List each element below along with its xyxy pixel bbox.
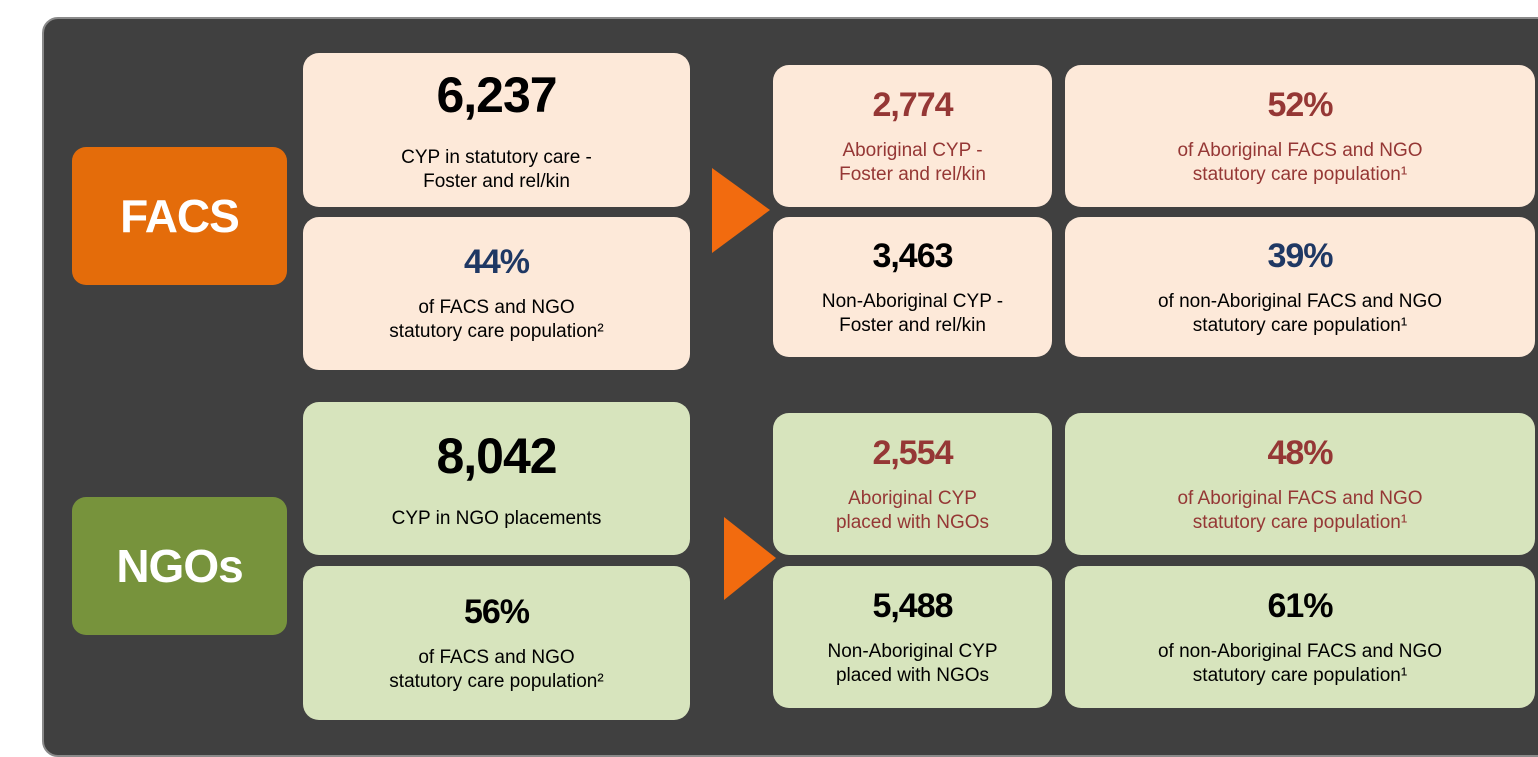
stat-box: 3,463 Non-Aboriginal CYP - Foster and rel/… (773, 217, 1052, 357)
arrow (724, 517, 776, 600)
stat-description: CYP in NGO placements (391, 507, 602, 529)
stat-value: 44% (463, 243, 530, 281)
stat-value: 5,488 (872, 586, 953, 625)
stat-description: of Aboriginal FACS and NGO (1177, 487, 1423, 509)
stat-value: 48% (1267, 433, 1333, 472)
stat-description: Foster and rel/kin (423, 171, 570, 192)
stat-description: statutory care population¹ (1192, 664, 1408, 686)
stat-description: Foster and rel/kin (839, 314, 986, 336)
stat-box: 8,042 CYP in NGO placements (303, 402, 690, 555)
stat-description: placed with NGOs (835, 511, 990, 533)
stat-box: 5,488 Non-Aboriginal CYP placed with NGOs (773, 566, 1052, 708)
stat-description: Aboriginal CYP (848, 487, 977, 509)
stat-box: 39% of non-Aboriginal FACS and NGO statuto… (1065, 217, 1535, 357)
page: (() => { const data = JSON.parse(documen… (42, 17, 1538, 757)
stat-box: 48% of Aboriginal FACS and NGO statutory c… (1065, 413, 1535, 555)
stat-description: of Aboriginal FACS and NGO (1177, 139, 1423, 161)
stat-value: 39% (1267, 236, 1333, 275)
stat-box: 6,237 CYP in statutory care - Foster and r… (303, 53, 690, 207)
stat-description: of non-Aboriginal FACS and NGO (1157, 640, 1443, 662)
stat-description: statutory care population² (389, 321, 604, 342)
stat-value: 61% (1267, 586, 1333, 625)
stat-description: Non-Aboriginal CYP - (821, 290, 1004, 312)
stat-value: 2,554 (872, 433, 953, 472)
stat-description: of FACS and NGO (418, 646, 575, 668)
stat-box: 61% of non-Aboriginal FACS and NGO statuto… (1065, 566, 1535, 708)
stat-box: 2,774 Aboriginal CYP - Foster and rel/kin (773, 65, 1052, 207)
stat-description: placed with NGOs (835, 664, 990, 686)
stat-description: Aboriginal CYP - (842, 139, 983, 161)
arrows (712, 168, 776, 600)
arrow (712, 168, 770, 253)
stat-description: statutory care population² (389, 670, 604, 692)
stat-description: statutory care population¹ (1192, 163, 1408, 185)
stat-value: 8,042 (436, 427, 557, 484)
stat-description: of non-Aboriginal FACS and NGO (1157, 290, 1443, 312)
stat-value: 56% (463, 592, 530, 631)
stat-description: statutory care population¹ (1192, 314, 1408, 336)
stat-box: 56% of FACS and NGO statutory care populat… (303, 566, 690, 720)
section-label: NGOs (72, 497, 287, 635)
stat-description: of FACS and NGO (418, 297, 575, 318)
stat-value: 2,774 (872, 85, 953, 124)
stat-value: 3,463 (872, 236, 953, 275)
stat-value: 6,237 (436, 67, 557, 123)
stat-box: 44% of FACS and NGO statutory care populat… (303, 217, 690, 370)
section-label: FACS (72, 147, 287, 285)
stat-description: CYP in statutory care - (401, 147, 592, 168)
stat-box: 52% of Aboriginal FACS and NGO statutory c… (1065, 65, 1535, 207)
stat-description: Non-Aboriginal CYP (827, 640, 998, 662)
stat-description: Foster and rel/kin (839, 163, 986, 185)
stat-box: 2,554 Aboriginal CYP placed with NGOs (773, 413, 1052, 555)
stat-description: statutory care population¹ (1192, 511, 1408, 533)
stat-value: 52% (1267, 85, 1333, 124)
